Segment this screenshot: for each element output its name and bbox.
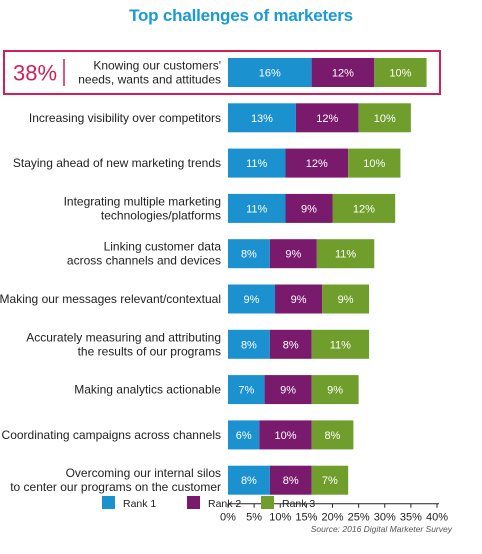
bar-value-label: 12% — [306, 158, 328, 170]
bar-value-label: 12% — [316, 113, 338, 125]
bar-segment-rank-3 — [358, 103, 411, 133]
bar-value-label: 8% — [241, 475, 257, 487]
bar-segment-rank-2 — [269, 329, 312, 359]
bar-segment-rank-3 — [311, 465, 349, 495]
x-tick-label: 35% — [400, 512, 422, 524]
legend-label: Rank 3 — [282, 498, 315, 510]
bar-segment-rank-2 — [295, 103, 359, 133]
category-label: needs, wants and attitudes — [78, 73, 221, 87]
bar-value-label: 9% — [244, 294, 260, 306]
bar-segment-rank-3 — [311, 420, 354, 450]
x-tick-label: 20% — [321, 512, 343, 524]
category-label: across channels and devices — [67, 254, 221, 268]
bar-value-label: 8% — [283, 475, 299, 487]
bar-segment-rank-3 — [311, 375, 359, 405]
x-tick-label: 40% — [426, 512, 448, 524]
chart-title: Top challenges of marketers — [129, 6, 353, 25]
bar-value-label: 12% — [332, 68, 354, 80]
bar-segment-rank-2 — [264, 375, 312, 405]
bar-value-label: 9% — [285, 249, 301, 261]
bar-value-label: 8% — [241, 339, 257, 351]
bar-value-label: 9% — [280, 385, 296, 397]
bar-segment-rank-1 — [228, 103, 296, 133]
legend-swatch-rank-3 — [261, 496, 274, 509]
bar-segment-rank-1 — [228, 329, 270, 359]
category-label: Knowing our customers' — [93, 59, 221, 73]
bar-segment-rank-3 — [374, 58, 427, 87]
category-label: Staying ahead of new marketing trends — [13, 156, 221, 170]
bar-segment-rank-1 — [228, 148, 286, 178]
bar-value-label: 9% — [338, 294, 354, 306]
source-note: Source: 2016 Digital Marketer Survey — [310, 524, 452, 534]
category-label: Making our messages relevant/contextual — [0, 292, 221, 306]
bar-segment-rank-1 — [228, 58, 312, 87]
legend-label: Rank 2 — [208, 498, 241, 510]
x-tick-label: 15% — [295, 512, 317, 524]
category-label: Accurately measuring and attributing — [26, 330, 221, 344]
bar-value-label: 10% — [374, 113, 396, 125]
bar-value-label: 8% — [241, 249, 257, 261]
bar-value-label: 7% — [322, 475, 338, 487]
x-tick-label: 5% — [246, 512, 262, 524]
bar-segment-rank-1 — [228, 375, 265, 405]
bar-value-label: 10% — [363, 158, 385, 170]
legend-swatch-rank-2 — [187, 496, 200, 509]
category-label: Linking customer data — [104, 240, 222, 254]
category-label: Overcoming our internal silos — [66, 466, 221, 480]
bar-segment-rank-1 — [228, 284, 276, 314]
bar-value-label: 10% — [389, 68, 411, 80]
bar-value-label: 16% — [259, 68, 281, 80]
highlight-frame — [3, 50, 441, 95]
bar-segment-rank-2 — [285, 193, 333, 223]
category-label: Integrating multiple marketing — [64, 194, 221, 208]
bar-segment-rank-2 — [269, 465, 312, 495]
bar-value-label: 8% — [283, 339, 299, 351]
bar-value-label: 11% — [330, 339, 351, 351]
bar-value-label: 11% — [335, 249, 356, 261]
category-label: the results of our programs — [78, 344, 221, 358]
bar-value-label: 13% — [251, 113, 273, 125]
legend-swatch-rank-1 — [102, 496, 115, 509]
bar-value-label: 10% — [274, 430, 296, 442]
x-tick-label: 25% — [348, 512, 370, 524]
bar-value-label: 9% — [291, 294, 307, 306]
x-tick-label: 30% — [374, 512, 396, 524]
bar-segment-rank-3 — [316, 239, 375, 269]
category-label: Coordinating campaigns across channels — [2, 428, 221, 442]
bar-value-label: 9% — [301, 203, 317, 215]
highlight-value: 38% — [13, 61, 57, 86]
bar-value-label: 9% — [327, 385, 343, 397]
category-label: to center our programs on the customer — [10, 480, 221, 494]
bar-value-label: 12% — [353, 203, 375, 215]
bar-segment-rank-3 — [322, 284, 370, 314]
bar-segment-rank-2 — [311, 58, 375, 87]
x-tick-label: 0% — [220, 512, 236, 524]
bar-segment-rank-1 — [228, 239, 270, 269]
bar-segment-rank-3 — [348, 148, 401, 178]
bar-value-label: 8% — [325, 430, 341, 442]
bar-segment-rank-2 — [275, 284, 323, 314]
legend-label: Rank 1 — [123, 498, 156, 510]
bar-segment-rank-1 — [228, 465, 270, 495]
bar-segment-rank-2 — [285, 148, 349, 178]
bar-segment-rank-1 — [228, 193, 286, 223]
bar-segment-rank-3 — [311, 329, 370, 359]
bar-value-label: 6% — [236, 430, 252, 442]
bar-segment-rank-3 — [332, 193, 396, 223]
bar-segment-rank-2 — [269, 239, 317, 269]
category-label: Making analytics actionable — [74, 383, 221, 397]
bar-value-label: 7% — [238, 385, 254, 397]
bar-segment-rank-2 — [259, 420, 312, 450]
bar-value-label: 11% — [246, 158, 267, 170]
bar-segment-rank-1 — [228, 420, 260, 450]
x-tick-label: 10% — [269, 512, 291, 524]
bar-value-label: 11% — [246, 203, 267, 215]
category-label: technologies/platforms — [101, 208, 221, 222]
category-label: Increasing visibility over competitors — [29, 111, 221, 125]
